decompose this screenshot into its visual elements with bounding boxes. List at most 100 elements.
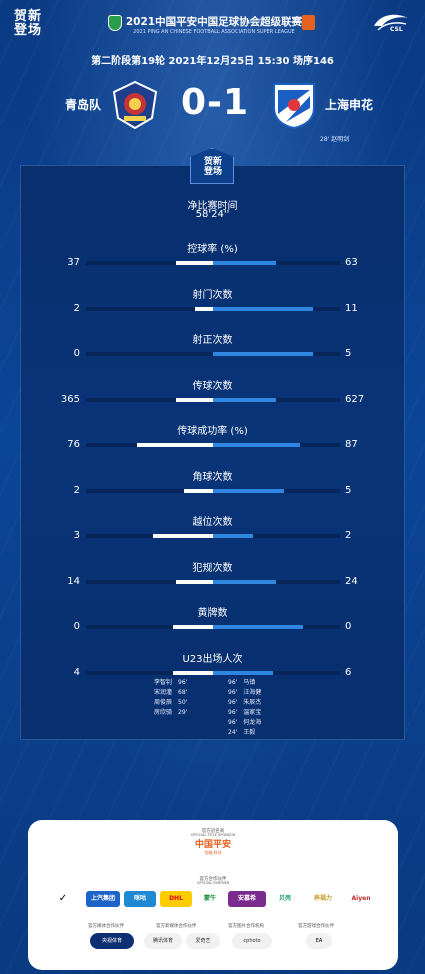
stat-home-value: 2 [73,302,80,314]
u23-away-player: 96' 马镇 [228,678,298,688]
player-minutes: 96' [228,709,238,716]
stat-label: 控球率 (%) [187,244,238,255]
cfa-badge-icon [108,15,122,31]
title-sponsor: 中国平安 [194,840,231,850]
stat-home-value: 3 [73,530,80,541]
u23-home-player: 李智钊 96' [154,678,214,688]
stat-away-bar [213,534,253,538]
partner-caption-en: OFFICIAL PARTNER [196,881,230,885]
stats-panel [20,165,405,740]
stat-label: 射正次数 [192,335,233,346]
stat-home-bar [176,579,213,584]
csl-text: CSL [390,26,403,33]
stat-away-bar [213,352,313,356]
player-name: 宋润潼 [154,689,173,696]
stat-away-bar [213,488,285,493]
stat-home-bar [176,397,213,402]
u23-home-player: 房欣骑 29' [154,708,214,718]
u23-away-player: 96' 汪海健 [228,688,298,698]
stat-label: 传球成功率 (%) [177,426,248,437]
player-minutes: 96' [228,699,238,706]
photo-partner-logo: cphoto [232,933,272,949]
player-name: 汪海健 [243,689,262,696]
player-name: 朱辰杰 [243,699,262,706]
stat-away-bar [213,579,277,584]
stat-row: 传球成功率 (%) 76 87 [0,422,425,462]
player-minutes: 96' [228,679,238,686]
new-media-logo: 爱奇艺 [186,933,220,949]
qingdao-crest-icon [112,80,158,130]
shenhua-crest-icon [273,83,315,130]
player-name: 温家宝 [243,709,262,716]
stat-home-bar [137,443,213,447]
home-team-name: 青岛队 [65,98,102,112]
photo-partner-caption: 官方图片合作机构 [228,924,264,929]
stat-row: 黄牌数 0 0 [0,604,425,644]
title-sponsor-sub: 金融·科技 [204,850,222,855]
stat-home-bar [173,625,213,629]
partner-caption: 官方合作伙伴 [199,877,227,882]
player-minutes: 50' [178,699,188,706]
stat-row: 传球次数 365 627 [0,377,425,417]
sponsors-board: 官方冠名商 OFFICIAL TITLE SPONSOR 中国平安 金融·科技 … [28,820,398,970]
brand-logo: 贺新 登场 [14,9,43,38]
stat-row: 射正次数 0 5 [0,331,425,371]
game-partner-logo: EA [306,933,332,949]
net-time-value: 58'24'' [195,209,230,220]
stat-label: 角球次数 [192,471,233,483]
media-partner-logo: 央视体育 [90,933,134,949]
stat-away-value: 63 [345,257,358,268]
player-minutes: 24' [228,729,238,736]
partner-logo: Aiyen [344,891,378,907]
stat-row: 越位次数 3 2 [0,513,425,553]
player-minutes: 96' [228,719,238,726]
partner-logo: 安慕希 [228,891,266,907]
stat-away-bar [213,625,303,629]
home-u23-list: 李智钊 96' 宋润潼 68' 周俊辰 50' 房欣骑 29' [154,678,214,718]
sponsor-badge-icon [302,15,315,30]
score: 0-1 [180,82,250,123]
player-name: 房欣骑 [154,709,173,716]
stat-away-value: 24 [345,575,358,587]
stat-home-value: 76 [67,439,80,450]
new-media-partner-caption: 官方新媒体合作伙伴 [156,924,197,929]
partner-logo: 咪咕 [124,891,156,907]
away-u23-list: 96' 马镇 96' 汪海健 96' 朱辰杰 96' 温家宝 96' 何龙海 24' 王毅 [228,678,298,738]
stat-row: U23出场人次 4 6 [0,650,425,690]
stat-home-value: 37 [67,257,80,268]
partner-logo: 养福力 [306,891,340,907]
media-partner-caption: 官方媒体合作伙伴 [88,924,124,929]
stat-row: 控球率 (%) 37 63 [0,240,425,280]
stat-away-value: 2 [345,530,352,541]
stat-home-value: 0 [73,621,80,632]
stat-home-value: 4 [73,666,80,678]
csl-logo-icon [374,14,408,31]
match-info: 第二阶段第19轮 2021年12月25日 15:30 场序146 [91,56,334,67]
stat-home-bar [184,488,213,493]
u23-away-player: 96' 温家宝 [228,708,298,718]
stat-away-value: 11 [345,302,358,314]
goal-event: 28' 赵明剑 [320,136,350,143]
stat-row: 射门次数 2 11 [0,286,425,326]
stat-home-value: 14 [67,575,80,587]
player-name: 马镇 [243,679,256,686]
panel-logo-text: 贺新 登场 [203,157,222,177]
league-subtitle: 2021 PING AN CHINESE FOOTBALL ASSOCIATIO… [133,29,295,35]
stat-home-bar [194,306,213,311]
player-name: 周俊辰 [154,699,173,706]
game-partner-caption: 官方游戏合作伙伴 [298,924,334,929]
partner-logo: DHL [160,891,192,907]
stat-away-bar [213,670,273,675]
new-media-logo: 腾讯体育 [144,933,182,949]
title-sponsor-caption-en: OFFICIAL TITLE SPONSOR [190,833,236,837]
stat-label: 射门次数 [192,289,233,301]
stat-home-bar [173,670,213,675]
partner-logo: 贝壳 [270,891,300,907]
partner-logo: ✓ [50,891,76,907]
u23-home-player: 宋润潼 68' [154,688,214,698]
stat-home-bar [176,261,213,265]
u23-away-player: 96' 何龙海 [228,718,298,728]
player-name: 王毅 [243,729,256,736]
partner-logo: 上汽集团 [86,891,120,907]
stat-label: 传球次数 [192,380,233,392]
